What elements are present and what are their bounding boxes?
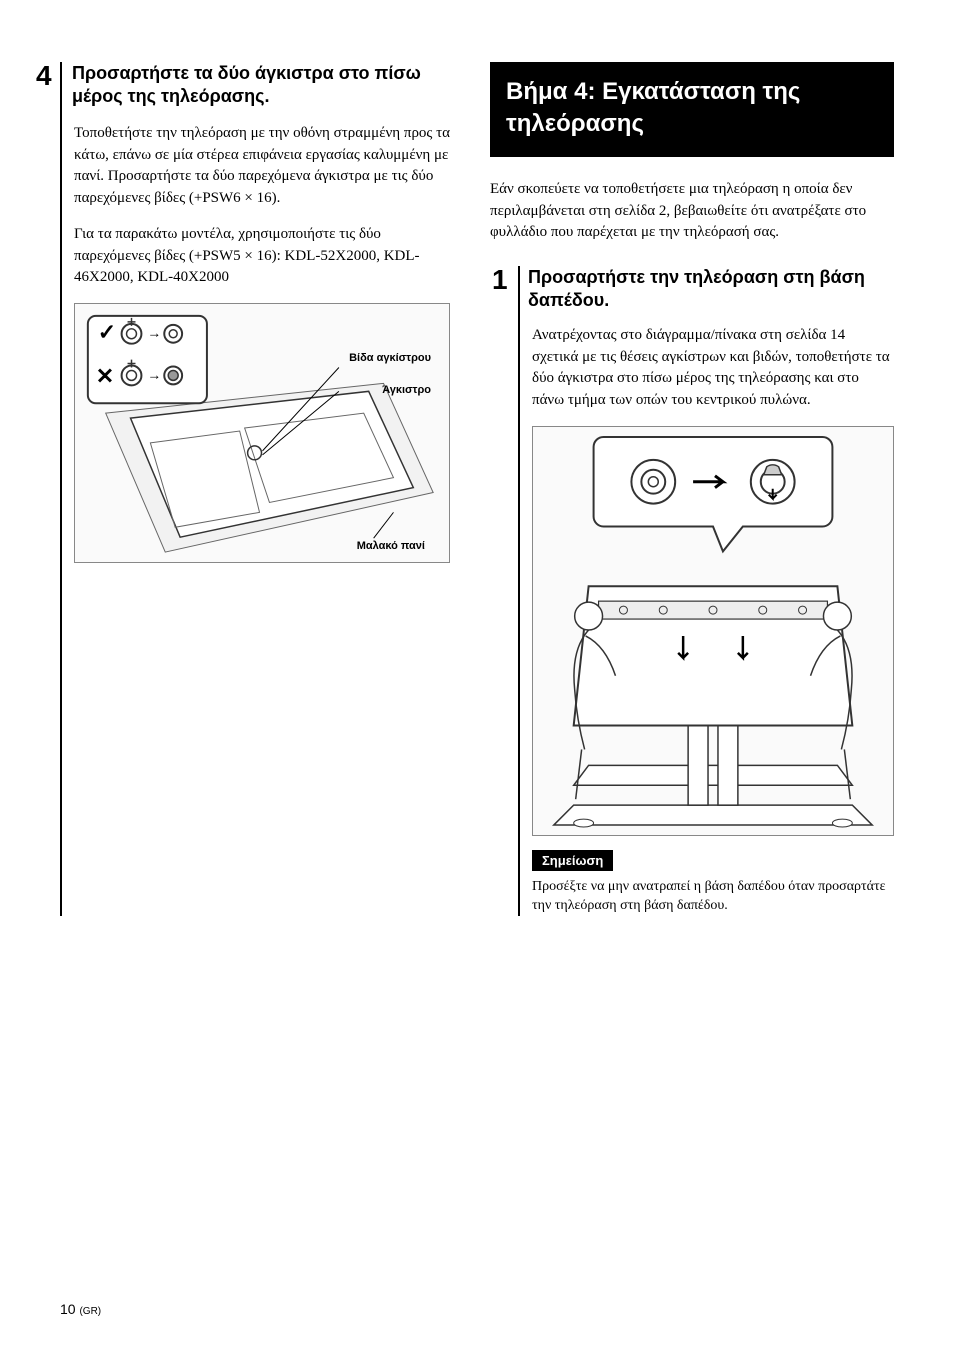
section-intro: Εάν σκοπεύετε να τοποθετήσετε μια τηλεόρ…	[490, 179, 894, 244]
step-number-1: 1	[492, 266, 516, 294]
step-1-body: Ανατρέχοντας στο διάγραμμα/πίνακα στη σε…	[532, 325, 894, 412]
figure-label-screw: Βίδα αγκίστρου	[349, 352, 431, 364]
step-1-title: Προσαρτήστε την τηλεόραση στη βάση δαπέδ…	[528, 266, 894, 313]
figure-label-hook: Άγκιστρο	[382, 384, 431, 396]
step-4-para-1: Τοποθετήστε την τηλεόραση με την οθόνη σ…	[74, 123, 450, 210]
step-1-block: 1 Προσαρτήστε την τηλεόραση στη βάση δαπ…	[518, 266, 894, 916]
step-number-4: 4	[36, 62, 60, 90]
right-column: Βήμα 4: Εγκατάσταση της τηλεόρασης Εάν σ…	[490, 62, 894, 916]
section-header-step4: Βήμα 4: Εγκατάσταση της τηλεόρασης	[490, 62, 894, 157]
svg-text:→: →	[147, 327, 161, 342]
left-column: 4 Προσαρτήστε τα δύο άγκιστρα στο πίσω μ…	[60, 62, 450, 916]
figure-hooks: ✓ → ✕ → Βί	[74, 303, 450, 563]
figure-install	[532, 426, 894, 836]
note-block: Σημείωση Προσέξτε να μην ανατραπεί η βάσ…	[532, 850, 894, 916]
page-number: 10 (GR)	[60, 1301, 101, 1317]
svg-text:→: →	[147, 368, 161, 383]
page-columns: 4 Προσαρτήστε τα δύο άγκιστρα στο πίσω μ…	[60, 62, 894, 916]
figure-install-svg	[533, 427, 893, 835]
figure-label-cloth: Μαλακό πανί	[357, 540, 425, 552]
note-text: Προσέξτε να μην ανατραπεί η βάση δαπέδου…	[532, 877, 894, 916]
svg-text:✓: ✓	[98, 321, 116, 345]
note-label: Σημείωση	[532, 850, 613, 871]
page-number-value: 10	[60, 1301, 76, 1317]
step-4-para-2: Για τα παρακάτω μοντέλα, χρησιμοποιήστε …	[74, 224, 450, 289]
page-number-suffix: (GR)	[79, 1306, 101, 1317]
figure-hooks-svg: ✓ → ✕ →	[75, 304, 449, 562]
svg-text:✕: ✕	[96, 364, 114, 388]
step-4-title: Προσαρτήστε τα δύο άγκιστρα στο πίσω μέρ…	[72, 62, 450, 109]
step-1-header: 1 Προσαρτήστε την τηλεόραση στη βάση δαπ…	[492, 266, 894, 313]
step-4-header: 4 Προσαρτήστε τα δύο άγκιστρα στο πίσω μ…	[74, 62, 450, 109]
